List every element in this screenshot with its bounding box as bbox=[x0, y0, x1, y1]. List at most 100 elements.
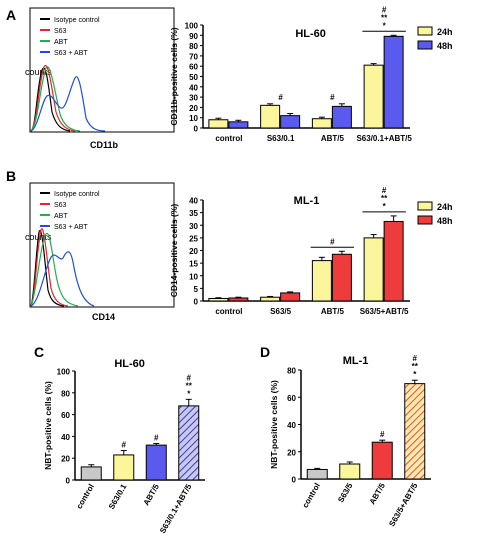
y-axis-title: CD14-positive cells (%) bbox=[169, 204, 179, 298]
y-tick-label: 100 bbox=[57, 368, 71, 377]
flow-a-curve-s63-abt bbox=[30, 76, 106, 132]
x-tick-label: S63/5 bbox=[336, 481, 355, 504]
legend-label: ABT bbox=[54, 213, 68, 220]
chart-title: HL-60 bbox=[114, 358, 145, 370]
y-tick-label: 0 bbox=[66, 477, 71, 486]
significance-mark: # bbox=[187, 373, 192, 382]
legend-label: 24h bbox=[437, 27, 453, 37]
bar bbox=[404, 383, 426, 480]
bar bbox=[178, 405, 200, 481]
significance-mark: # bbox=[380, 430, 385, 439]
legend-label: S63 + ABT bbox=[54, 224, 88, 231]
y-tick-label: 80 bbox=[61, 389, 70, 398]
y-tick-label: 15 bbox=[189, 260, 198, 269]
significance-mark: * bbox=[383, 21, 387, 30]
significance-mark: ** bbox=[412, 362, 419, 371]
y-tick-label: 40 bbox=[189, 197, 198, 206]
significance-mark: * bbox=[413, 370, 417, 379]
legend-label: Isotype control bbox=[54, 17, 100, 24]
x-tick-label: ABT/5 bbox=[368, 481, 388, 506]
flow-a-legend: Isotype control S63 ABT S63 + ABT bbox=[40, 17, 100, 57]
y-tick-label: 40 bbox=[61, 433, 70, 442]
significance-mark: ** bbox=[186, 381, 193, 390]
y-tick-label: 100 bbox=[185, 22, 199, 31]
bar bbox=[311, 260, 332, 302]
bar bbox=[280, 292, 301, 302]
bar bbox=[383, 220, 404, 302]
significance-mark: # bbox=[382, 5, 387, 14]
significance-mark: ** bbox=[381, 13, 388, 22]
y-tick-label: 40 bbox=[287, 421, 296, 430]
bar bbox=[280, 115, 301, 129]
y-tick-label: 0 bbox=[292, 476, 297, 485]
flow-b-legend: Isotype control S63 ABT S63 + ABT bbox=[40, 191, 100, 231]
bar bbox=[331, 253, 352, 302]
panel-label-c: C bbox=[34, 344, 44, 360]
legend-label: 48h bbox=[437, 216, 453, 226]
significance-mark: * bbox=[383, 202, 387, 211]
legend-label: Isotype control bbox=[54, 191, 100, 198]
legend-swatch bbox=[417, 26, 433, 36]
chart-title: HL-60 bbox=[295, 28, 326, 40]
y-tick-label: 60 bbox=[189, 63, 198, 72]
bar bbox=[371, 441, 393, 480]
x-tick-label: control bbox=[75, 483, 96, 511]
y-axis-title: NBT-positive cells (%) bbox=[269, 380, 279, 469]
y-tick-label: 60 bbox=[287, 394, 296, 403]
y-tick-label: 0 bbox=[194, 125, 199, 134]
x-tick-label: S63/0.1 bbox=[107, 482, 129, 511]
legend-label: ABT bbox=[54, 39, 68, 46]
bar bbox=[339, 463, 361, 480]
flow-a-curve-s63 bbox=[30, 64, 76, 132]
legend-label: S63 bbox=[54, 28, 67, 35]
bar bbox=[260, 296, 281, 302]
x-tick-label: S63/5+ABT/5 bbox=[387, 481, 419, 528]
flow-a-curve-abt bbox=[30, 66, 81, 132]
x-tick-label: ABT/5 bbox=[321, 134, 345, 143]
y-tick-label: 20 bbox=[189, 104, 198, 113]
chart-b-cd14-ml1: 0 5 10 15 20 25 30 35 40 CD14-positive cells (%) M… bbox=[169, 186, 453, 316]
x-tick-label: S63/5+ABT/5 bbox=[360, 307, 409, 316]
y-tick-label: 30 bbox=[189, 222, 198, 231]
legend-swatch bbox=[417, 215, 433, 225]
y-tick-label: 10 bbox=[189, 114, 198, 123]
panel-label-a: A bbox=[6, 7, 16, 23]
chart-c-nbt-hl60: 0 20 40 60 80 100 NBT-positive cells (%) HL-60 c… bbox=[43, 358, 205, 535]
bar bbox=[331, 105, 352, 129]
bar bbox=[306, 468, 328, 480]
x-tick-label: S63/0.1+ABT/5 bbox=[356, 134, 412, 143]
legend-label: 48h bbox=[437, 41, 453, 51]
panel-label-d: D bbox=[260, 344, 270, 360]
significance-mark: # bbox=[330, 237, 335, 246]
y-tick-label: 90 bbox=[189, 32, 198, 41]
flow-a-xlabel: CD11b bbox=[90, 140, 119, 150]
y-tick-label: 30 bbox=[189, 94, 198, 103]
flow-a-frame bbox=[29, 7, 175, 133]
x-tick-label: S63/0.1+ABT/5 bbox=[158, 482, 194, 535]
bar bbox=[208, 297, 229, 302]
chart-d-nbt-ml1: 0 20 40 60 80 NBT-positive cells (%) ML-1 contr… bbox=[269, 354, 431, 528]
y-axis-title: NBT-positive cells (%) bbox=[43, 381, 53, 470]
significance-mark: # bbox=[154, 433, 159, 442]
y-axis-title: CD11b-positive cells (%) bbox=[169, 27, 179, 125]
y-tick-label: 5 bbox=[194, 285, 199, 294]
x-tick-label: control bbox=[215, 307, 242, 316]
flow-b-curve-s63 bbox=[30, 228, 69, 307]
y-tick-label: 40 bbox=[189, 83, 198, 92]
significance-mark: # bbox=[413, 354, 418, 363]
flow-b-frame bbox=[29, 182, 175, 308]
bar bbox=[383, 35, 404, 129]
flow-b-xlabel: CD14 bbox=[92, 312, 115, 322]
significance-mark: * bbox=[187, 389, 191, 398]
significance-mark: # bbox=[382, 186, 387, 195]
x-tick-label: control bbox=[301, 482, 322, 510]
x-tick-label: control bbox=[215, 134, 242, 143]
y-tick-label: 20 bbox=[189, 247, 198, 256]
bar bbox=[228, 121, 249, 129]
bar bbox=[260, 104, 281, 129]
bar bbox=[228, 297, 249, 302]
y-tick-label: 60 bbox=[61, 411, 70, 420]
bar bbox=[113, 454, 135, 481]
legend-label: S63 + ABT bbox=[54, 50, 88, 57]
